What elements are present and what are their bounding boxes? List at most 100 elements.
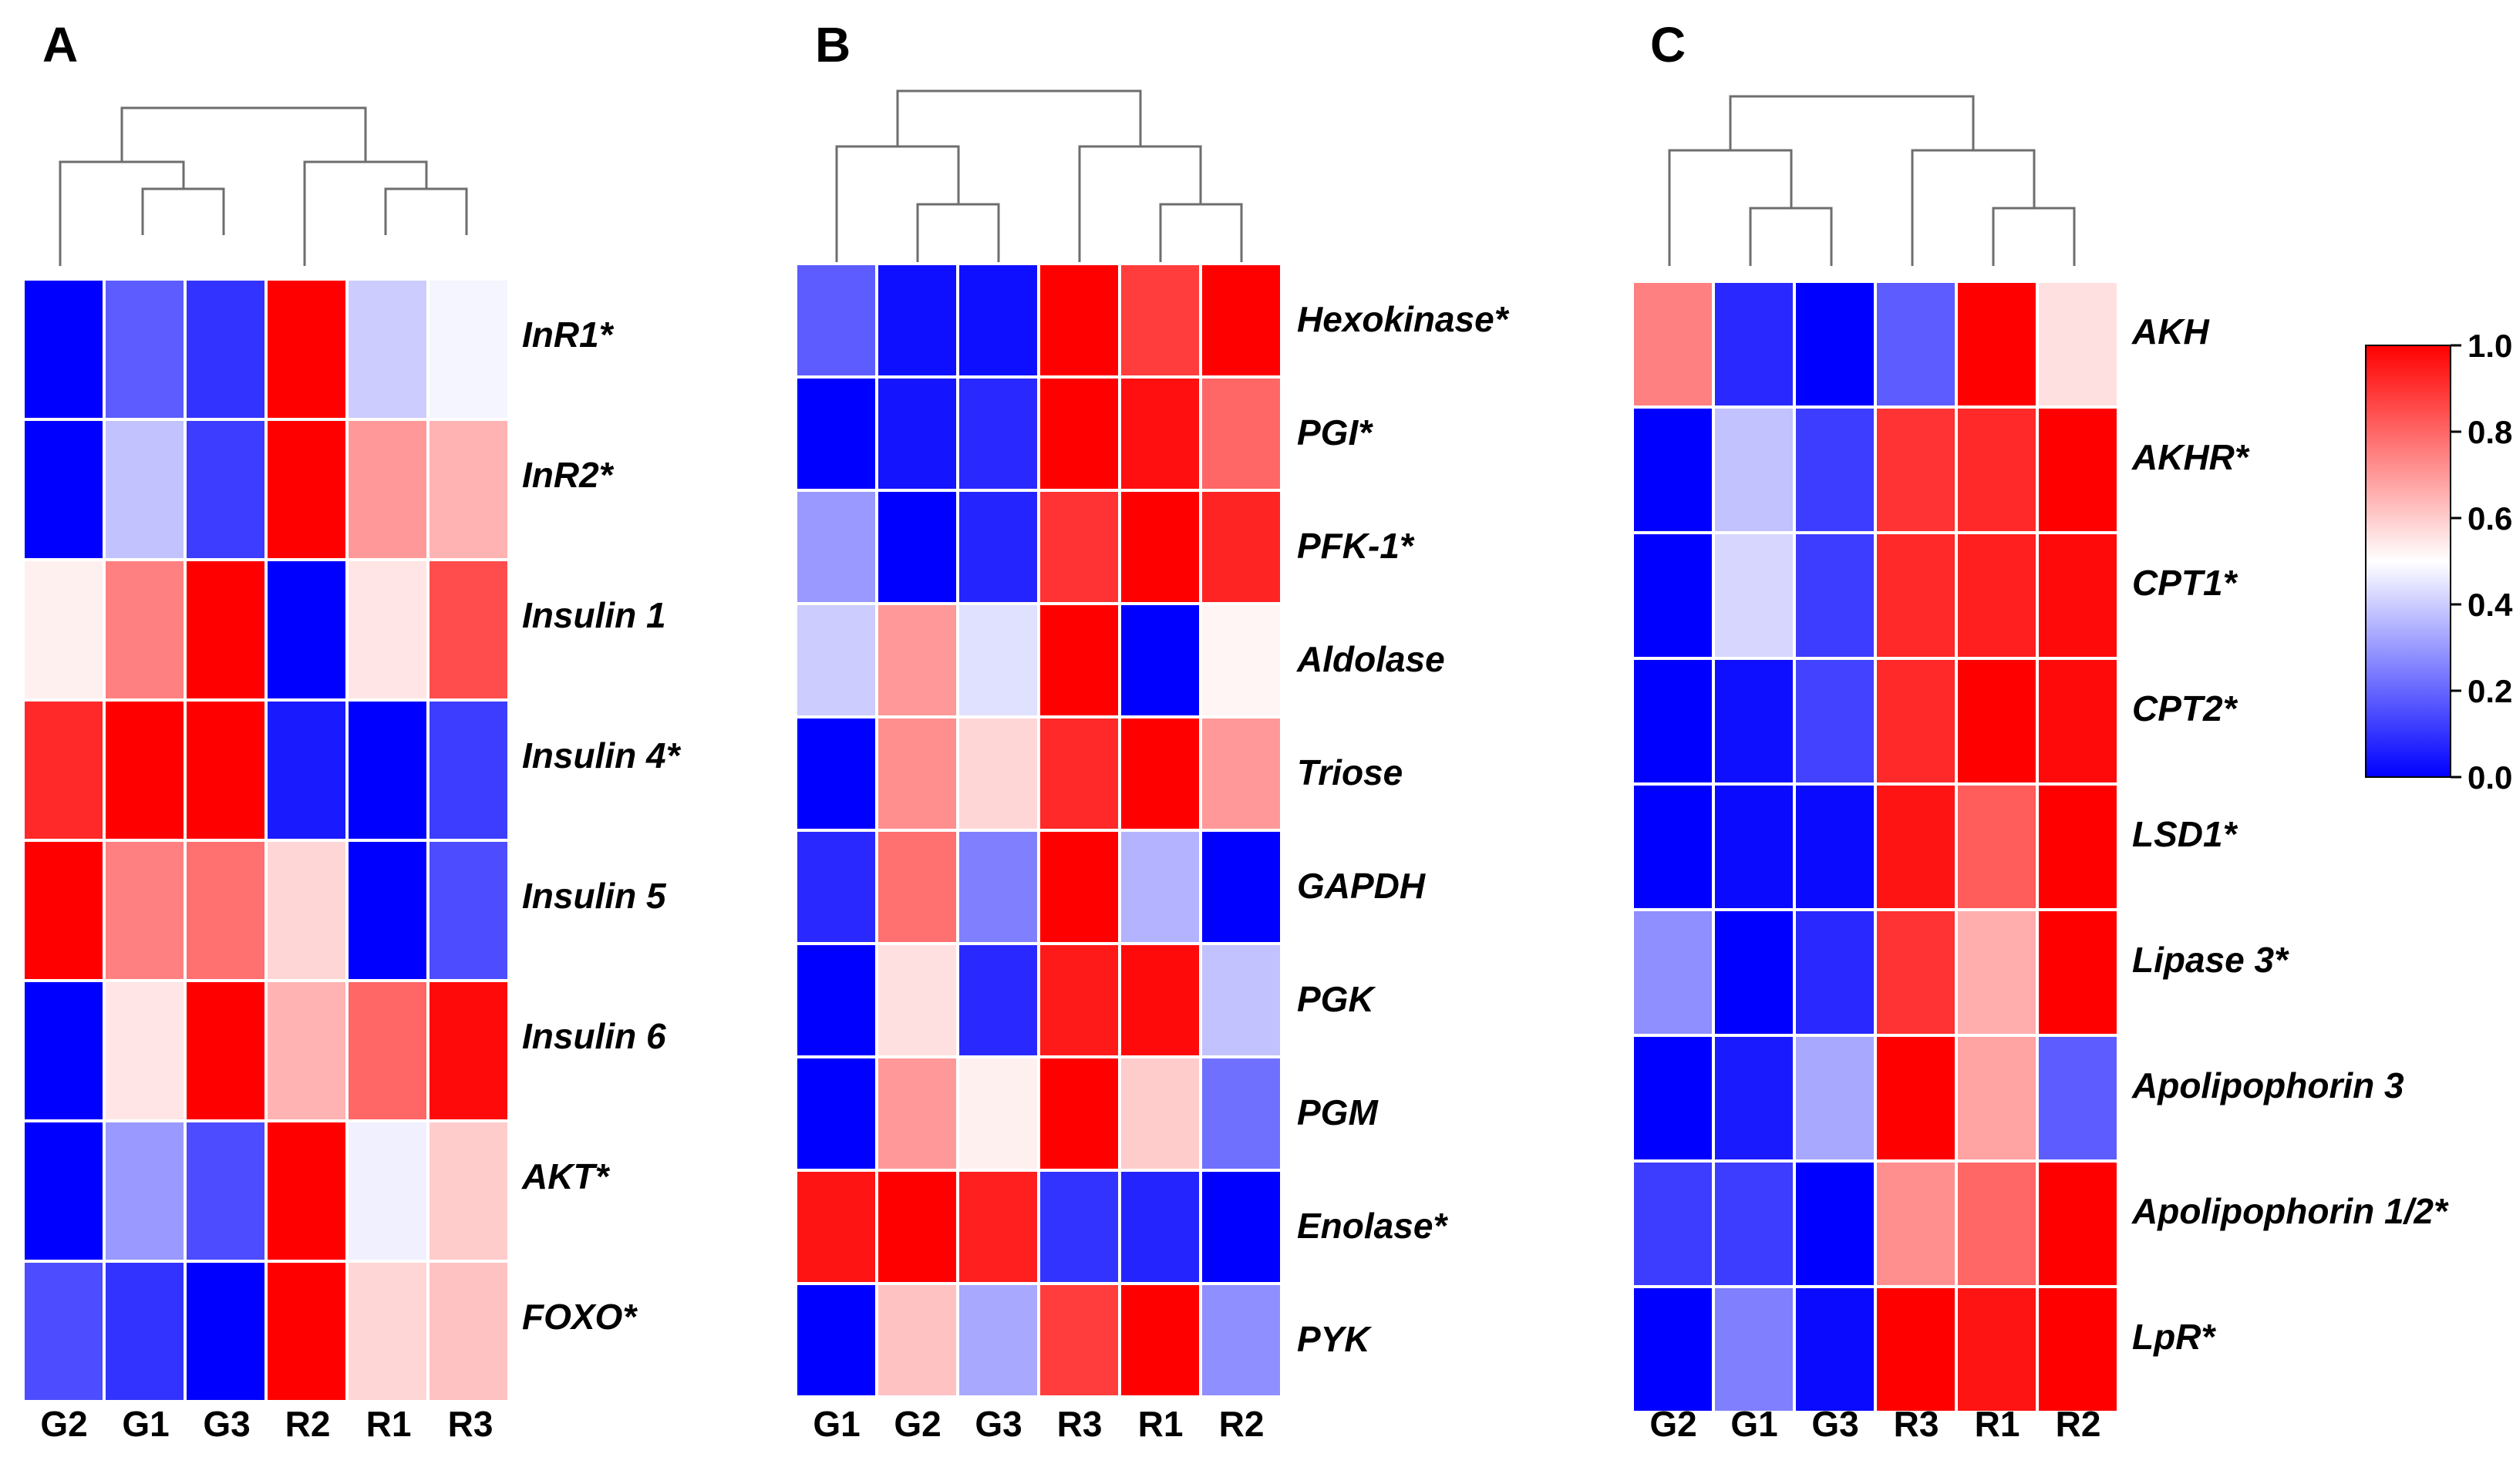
heatmap-cell-b-1-1 bbox=[875, 375, 959, 492]
row-label: Hexokinase* bbox=[1297, 299, 1510, 339]
row-label: CPT2* bbox=[2132, 688, 2238, 729]
heatmap-cell-b-9-4 bbox=[1118, 1282, 1202, 1398]
heatmap-cell-b-5-4 bbox=[1118, 829, 1202, 945]
heatmap-cell-b-0-3 bbox=[1037, 262, 1121, 379]
heatmap-cell-c-4-4 bbox=[1955, 782, 2039, 911]
heatmap-cell-a-3-4 bbox=[345, 698, 430, 842]
row-label: InR2* bbox=[522, 455, 615, 495]
heatmap-cell-a-6-0 bbox=[22, 1119, 106, 1263]
colorbar-tick-label: 0.8 bbox=[2468, 414, 2512, 450]
heatmap-cell-a-4-5 bbox=[426, 839, 510, 982]
heatmap-cell-b-2-1 bbox=[875, 489, 959, 605]
heatmap-cell-a-6-4 bbox=[345, 1119, 430, 1263]
heatmap-cell-a-1-0 bbox=[22, 418, 106, 561]
heatmap-cell-a-4-0 bbox=[22, 839, 106, 982]
heatmap-cell-b-4-1 bbox=[875, 715, 959, 832]
heatmap-cell-c-8-0 bbox=[1631, 1285, 1715, 1414]
heatmap-cell-a-6-3 bbox=[264, 1119, 349, 1263]
heatmap-cell-b-0-4 bbox=[1118, 262, 1202, 379]
heatmap-cell-c-8-1 bbox=[1712, 1285, 1796, 1414]
column-label: G3 bbox=[1811, 1404, 1858, 1444]
row-label: AKHR* bbox=[2131, 437, 2250, 477]
column-labels-a: G2 G1 G3 R2 R1 R3 bbox=[40, 1404, 493, 1444]
heatmap-cell-c-6-3 bbox=[1874, 1034, 1958, 1163]
heatmap-cell-b-9-0 bbox=[794, 1282, 878, 1398]
row-label: PGK bbox=[1297, 979, 1376, 1019]
heatmap-cell-b-7-3 bbox=[1037, 1055, 1121, 1172]
column-label: G1 bbox=[122, 1404, 169, 1444]
heatmap-cell-a-3-2 bbox=[184, 698, 268, 842]
column-label: R1 bbox=[366, 1404, 412, 1444]
heatmap-cell-a-6-1 bbox=[103, 1119, 187, 1263]
heatmap-cell-c-5-4 bbox=[1955, 908, 2039, 1037]
column-label: G2 bbox=[1649, 1404, 1696, 1444]
heatmap-cell-a-7-2 bbox=[184, 1260, 268, 1403]
heatmap-cell-c-5-5 bbox=[2036, 908, 2120, 1037]
heatmap-cell-c-2-2 bbox=[1793, 531, 1877, 660]
row-label: Insulin 6 bbox=[522, 1016, 666, 1056]
row-label: Aldolase bbox=[1296, 639, 1445, 679]
heatmap-cell-a-1-2 bbox=[184, 418, 268, 561]
heatmap-cell-c-5-3 bbox=[1874, 908, 1958, 1037]
column-label: G1 bbox=[1730, 1404, 1777, 1444]
heatmap-cell-c-0-1 bbox=[1712, 280, 1796, 409]
heatmap-cell-a-7-4 bbox=[345, 1260, 430, 1403]
heatmap-cell-c-0-4 bbox=[1955, 280, 2039, 409]
heatmap-cell-a-7-5 bbox=[426, 1260, 510, 1403]
heatmap-cell-a-5-3 bbox=[264, 979, 349, 1122]
heatmap-cell-c-3-0 bbox=[1631, 657, 1715, 786]
heatmap-cell-b-9-2 bbox=[956, 1282, 1040, 1398]
row-label: PGM bbox=[1297, 1092, 1379, 1132]
heatmap-cell-b-6-1 bbox=[875, 942, 959, 1058]
heatmap-cell-c-4-2 bbox=[1793, 782, 1877, 911]
column-label: G3 bbox=[203, 1404, 250, 1444]
heatmap-cell-a-1-3 bbox=[264, 418, 349, 561]
heatmap-cell-b-3-0 bbox=[794, 602, 878, 718]
row-label: LSD1* bbox=[2132, 814, 2238, 854]
heatmap-cell-b-2-3 bbox=[1037, 489, 1121, 605]
column-label: R1 bbox=[1138, 1404, 1184, 1444]
colorbar-frame bbox=[2365, 345, 2451, 778]
heatmap-cell-a-6-5 bbox=[426, 1119, 510, 1263]
heatmap-cell-b-5-2 bbox=[956, 829, 1040, 945]
heatmap-cell-a-2-2 bbox=[184, 558, 268, 702]
panel-letter-a: A bbox=[42, 17, 78, 72]
row-label: PGI* bbox=[1297, 412, 1373, 453]
colorbar-tick-label: 0.4 bbox=[2468, 587, 2513, 623]
row-label: Insulin 5 bbox=[522, 876, 667, 916]
row-label: InR1* bbox=[522, 315, 615, 355]
heatmap-cell-a-4-1 bbox=[103, 839, 187, 982]
row-label: CPT1* bbox=[2132, 563, 2238, 603]
heatmap-cell-b-8-5 bbox=[1199, 1169, 1283, 1285]
heatmap-cell-b-2-0 bbox=[794, 489, 878, 605]
heatmap-cell-c-1-4 bbox=[1955, 405, 2039, 534]
column-label: R2 bbox=[285, 1404, 331, 1444]
heatmap-cell-a-2-1 bbox=[103, 558, 187, 702]
heatmap-cell-b-7-0 bbox=[794, 1055, 878, 1172]
heatmap-cell-c-6-1 bbox=[1712, 1034, 1796, 1163]
heatmap-cell-a-5-1 bbox=[103, 979, 187, 1122]
heatmap-cell-c-6-2 bbox=[1793, 1034, 1877, 1163]
heatmap-cell-b-2-2 bbox=[956, 489, 1040, 605]
heatmap-cell-b-0-0 bbox=[794, 262, 878, 379]
heatmap-cell-a-2-0 bbox=[22, 558, 106, 702]
heatmap-cell-a-5-5 bbox=[426, 979, 510, 1122]
column-label: G2 bbox=[894, 1404, 941, 1444]
column-label: R2 bbox=[1219, 1404, 1265, 1444]
panel-b: B Hexokinase* PGI* PFK-1* Aldolase Trios… bbox=[794, 17, 1510, 1444]
heatmap-cell-b-7-5 bbox=[1199, 1055, 1283, 1172]
row-label: PFK-1* bbox=[1297, 526, 1415, 566]
heatmap-cell-c-7-1 bbox=[1712, 1159, 1796, 1288]
heatmap-cell-c-5-2 bbox=[1793, 908, 1877, 1037]
heatmap-cell-a-0-3 bbox=[264, 278, 349, 421]
heatmap-cell-c-6-0 bbox=[1631, 1034, 1715, 1163]
heatmap-cell-a-2-5 bbox=[426, 558, 510, 702]
row-labels-a: InR1* InR2* Insulin 1 Insulin 4* Insulin… bbox=[521, 315, 682, 1337]
heatmap-cell-b-7-4 bbox=[1118, 1055, 1202, 1172]
column-label: R3 bbox=[1894, 1404, 1939, 1444]
heatmap-cell-c-4-1 bbox=[1712, 782, 1796, 911]
heatmap-cell-a-0-2 bbox=[184, 278, 268, 421]
heatmap-cell-a-2-3 bbox=[264, 558, 349, 702]
heatmap-cell-c-6-4 bbox=[1955, 1034, 2039, 1163]
heatmap-cell-b-6-3 bbox=[1037, 942, 1121, 1058]
